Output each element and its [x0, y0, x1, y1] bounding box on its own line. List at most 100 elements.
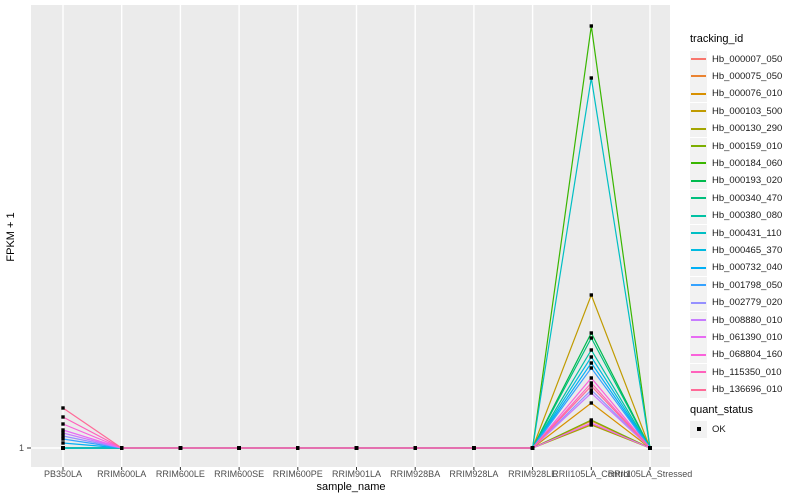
legend-key [690, 172, 707, 190]
data-point [237, 446, 241, 450]
legend-key [690, 224, 707, 242]
legend-entry-label: Hb_000732_040 [712, 262, 783, 274]
data-point [589, 421, 593, 425]
legend-entry-label: Hb_008880_010 [712, 314, 783, 326]
legend-key-line-icon [691, 371, 706, 374]
legend-key [690, 120, 707, 138]
legend-key [690, 420, 707, 438]
data-point [589, 401, 593, 405]
legend-entry: Hb_000340_470 [690, 189, 782, 207]
legend-key-line-icon [691, 145, 706, 147]
data-point [589, 361, 593, 365]
legend-key-line-icon [691, 336, 706, 339]
data-point [354, 446, 359, 450]
legend-entry-label: Hb_000184_060 [712, 157, 783, 169]
data-point [589, 355, 593, 359]
legend-entry: Hb_008880_010 [690, 311, 782, 329]
data-point [61, 406, 65, 410]
data-point [61, 428, 65, 432]
data-point [178, 446, 183, 450]
data-point [589, 384, 593, 388]
x-tick-label: RRIM928LA [449, 469, 499, 479]
legend-entry-label: Hb_000380_080 [712, 210, 783, 222]
x-axis-title: sample_name [316, 481, 386, 493]
legend-key-line-icon [691, 301, 706, 304]
legend-entry: Hb_000130_290 [690, 120, 782, 138]
x-tick-label: PB350LA [43, 469, 83, 479]
legend-key-line-icon [691, 179, 706, 182]
legend-entry: Hb_000007_050 [690, 50, 782, 68]
legend-entry-label: Hb_000075_050 [712, 70, 783, 82]
legend-key-line-icon [691, 319, 706, 321]
legend-entry-label: Hb_000431_110 [712, 227, 782, 239]
legend-entry: Hb_002779_020 [690, 294, 782, 312]
x-tick-label: RRIM928LE [508, 469, 558, 479]
y-axis-title: FPKM + 1 [5, 212, 17, 262]
data-point [589, 388, 593, 392]
data-point [61, 434, 65, 438]
x-tick-label: RRIM928BA [390, 469, 441, 479]
x-tick-label: RRIM600LE [155, 469, 205, 479]
legend-key-line-icon [691, 75, 706, 78]
data-point [589, 376, 593, 380]
legend-entry-label: Hb_000193_020 [712, 175, 783, 187]
legend-entry-label: Hb_000465_370 [712, 244, 783, 256]
data-point [61, 437, 65, 441]
legend-key [690, 381, 707, 399]
legend-key [690, 137, 707, 155]
legend-title-tracking-id: tracking_id [690, 33, 744, 45]
data-point [413, 446, 417, 450]
legend-key-line-icon [691, 127, 706, 130]
legend-key-line-icon [691, 388, 706, 391]
legend-key [690, 259, 707, 277]
data-point [589, 391, 593, 395]
data-point [530, 446, 535, 450]
legend-key [690, 346, 707, 364]
legend-entry-label: Hb_000159_010 [712, 140, 783, 152]
data-point [589, 24, 593, 28]
x-tick-label: RRIM600PE [272, 469, 323, 479]
legend-key [690, 207, 707, 225]
legend-entry-label: Hb_000340_470 [712, 192, 783, 204]
data-point [589, 348, 593, 352]
legend-entry-label: Hb_000007_050 [712, 53, 783, 65]
data-point [589, 293, 593, 297]
legend-key-line-icon [691, 162, 706, 165]
data-point [61, 431, 65, 435]
legend-key-line-icon [691, 249, 706, 252]
legend-key-line-icon [691, 110, 706, 113]
legend-key [690, 50, 707, 68]
legend-entry-label: Hb_000076_010 [712, 88, 783, 100]
data-point [61, 422, 65, 426]
legend-key [690, 276, 707, 294]
legend-entry: Hb_001798_050 [690, 276, 782, 294]
data-point [472, 446, 476, 450]
legend-key [690, 241, 707, 259]
ok-point-icon [696, 427, 701, 431]
legend-entry: Hb_000159_010 [690, 137, 782, 155]
legend-entry-label: Hb_000103_500 [712, 105, 783, 117]
legend-entry-label: OK [712, 423, 726, 435]
data-point [589, 366, 593, 370]
legend-key [690, 67, 707, 85]
legend-key [690, 154, 707, 172]
legend-key [690, 363, 707, 381]
legend-entry: Hb_000103_500 [690, 102, 782, 120]
x-tick-label: RRII105LA_Control [552, 469, 631, 479]
data-point [589, 418, 593, 422]
y-tick-label: 1 [18, 443, 24, 453]
legend-entry-label: Hb_000130_290 [712, 123, 783, 135]
legend-entry: Hb_000380_080 [690, 207, 782, 225]
data-point [120, 446, 124, 450]
legend-entry: Hb_000465_370 [690, 241, 782, 259]
legend-key [690, 102, 707, 120]
legend-entry-quant-ok: OK [690, 420, 726, 438]
legend-entry-label: Hb_001798_050 [712, 279, 783, 291]
legend-key-line-icon [691, 214, 706, 217]
legend-entry: Hb_000075_050 [690, 67, 782, 85]
legend-key-line-icon [691, 284, 706, 287]
x-tick-label: RRIM600SE [214, 469, 265, 479]
data-point [648, 446, 652, 450]
